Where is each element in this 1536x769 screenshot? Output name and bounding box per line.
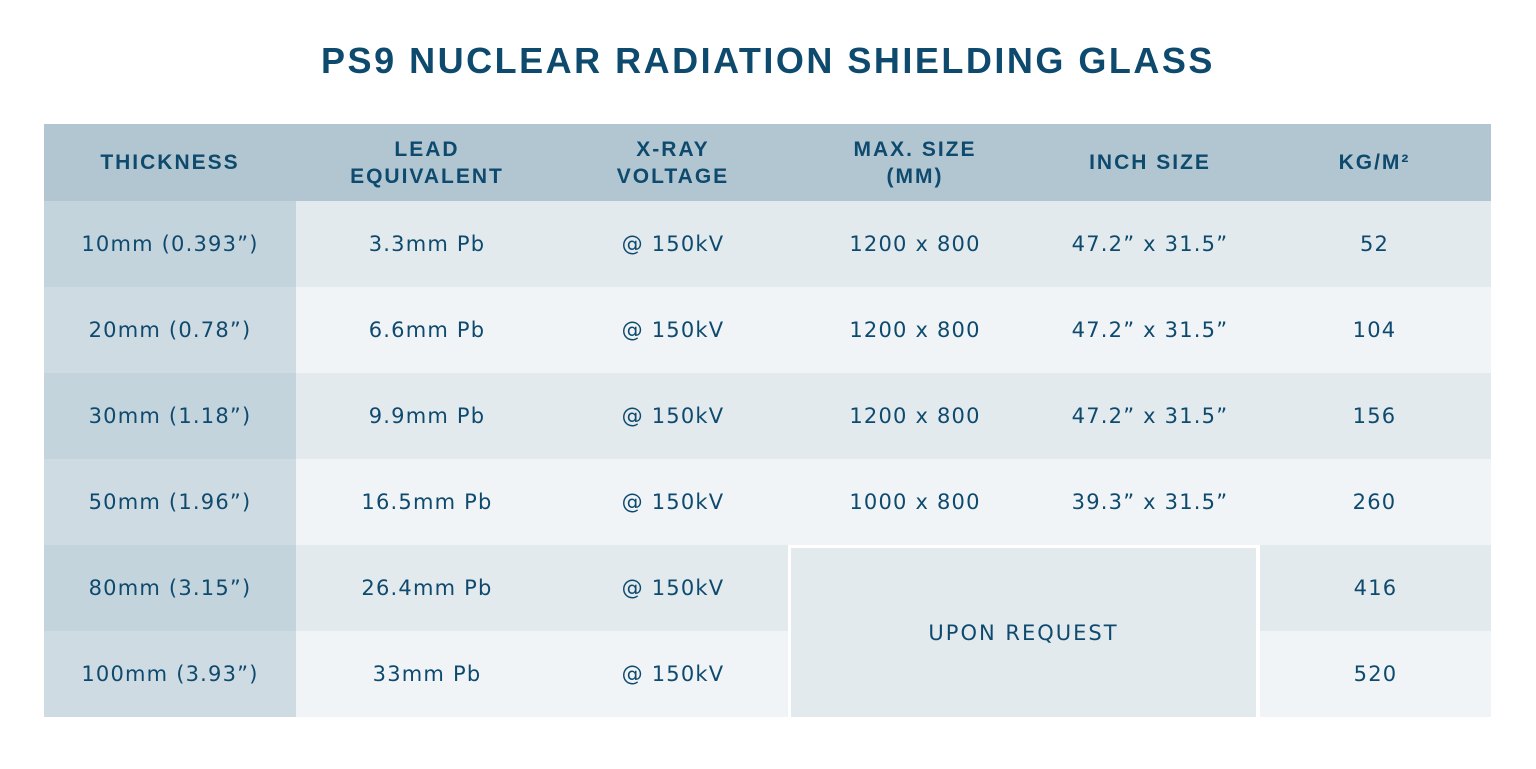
header-max-size: MAX. SIZE (MM) (788, 124, 1042, 201)
header-xray-voltage: X-RAY VOLTAGE (558, 124, 788, 201)
spec-table: THICKNESS LEAD EQUIVALENT X-RAY VOLTAGE … (44, 124, 1491, 717)
page-title: PS9 NUCLEAR RADIATION SHIELDING GLASS (321, 40, 1215, 81)
cell-thickness: 20mm (0.78”) (44, 287, 296, 373)
cell-voltage: @ 150kV (558, 287, 788, 373)
cell-lead: 6.6mm Pb (296, 287, 558, 373)
cell-thickness: 100mm (3.93”) (44, 631, 296, 717)
cell-kg: 104 (1258, 287, 1491, 373)
cell-kg: 520 (1258, 631, 1491, 717)
cell-inch-size: 47.2” x 31.5” (1042, 201, 1258, 287)
header-inch-size: INCH SIZE (1042, 124, 1258, 201)
cell-max-size: 1200 x 800 (788, 373, 1042, 459)
cell-lead: 3.3mm Pb (296, 201, 558, 287)
cell-voltage: @ 150kV (558, 631, 788, 717)
cell-voltage: @ 150kV (558, 459, 788, 545)
cell-thickness: 30mm (1.18”) (44, 373, 296, 459)
cell-voltage: @ 150kV (558, 201, 788, 287)
cell-kg: 416 (1258, 545, 1491, 631)
cell-kg: 260 (1258, 459, 1491, 545)
cell-upon-request: UPON REQUEST (788, 545, 1258, 717)
cell-thickness: 50mm (1.96”) (44, 459, 296, 545)
cell-voltage: @ 150kV (558, 373, 788, 459)
cell-kg: 52 (1258, 201, 1491, 287)
cell-inch-size: 47.2” x 31.5” (1042, 287, 1258, 373)
header-lead-equivalent: LEAD EQUIVALENT (296, 124, 558, 201)
cell-voltage: @ 150kV (558, 545, 788, 631)
header-thickness: THICKNESS (44, 124, 296, 201)
cell-lead: 26.4mm Pb (296, 545, 558, 631)
header-kg-m2: KG/M² (1258, 124, 1491, 201)
cell-thickness: 10mm (0.393”) (44, 201, 296, 287)
cell-inch-size: 47.2” x 31.5” (1042, 373, 1258, 459)
cell-max-size: 1200 x 800 (788, 201, 1042, 287)
cell-kg: 156 (1258, 373, 1491, 459)
cell-max-size: 1000 x 800 (788, 459, 1042, 545)
cell-thickness: 80mm (3.15”) (44, 545, 296, 631)
cell-lead: 16.5mm Pb (296, 459, 558, 545)
cell-lead: 9.9mm Pb (296, 373, 558, 459)
cell-lead: 33mm Pb (296, 631, 558, 717)
cell-inch-size: 39.3” x 31.5” (1042, 459, 1258, 545)
cell-max-size: 1200 x 800 (788, 287, 1042, 373)
